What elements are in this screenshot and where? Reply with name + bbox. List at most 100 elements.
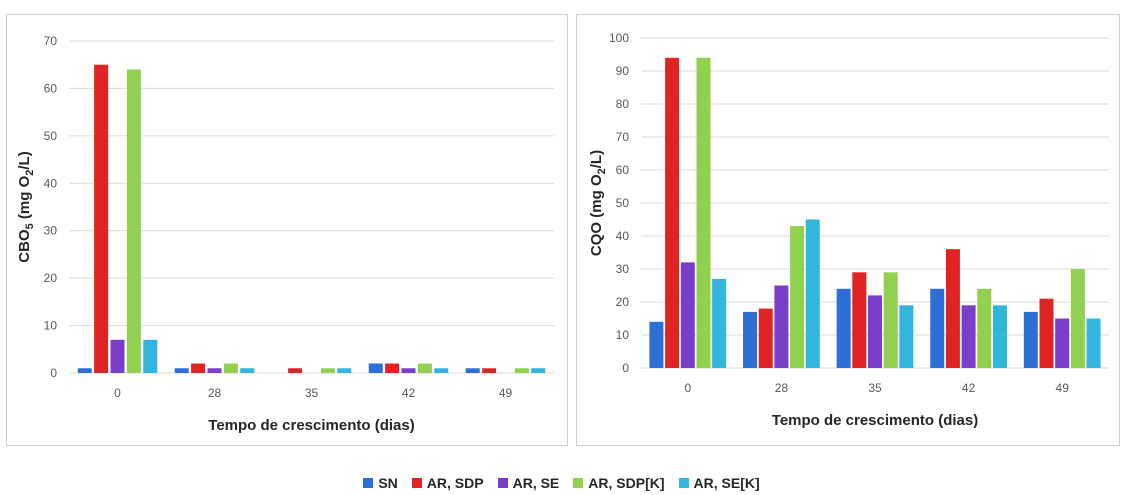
cbo5-x-tick-label: 28 (208, 386, 222, 400)
cqo-bar (680, 262, 695, 368)
cqo-bar (712, 278, 727, 368)
legend-label-sn: SN (378, 475, 398, 491)
cqo-y-ticks: 0 10 20 30 40 50 60 70 80 90 100 (609, 31, 629, 375)
cbo5-bar (368, 363, 383, 373)
cqo-x-ticks: 0 28 35 42 49 (684, 381, 1069, 395)
cqo-y-axis-title: CQO (mg O2/L) (588, 150, 608, 256)
cbo5-bar (143, 339, 158, 373)
cqo-bar (836, 288, 851, 368)
cqo-y-tick-label: 70 (616, 130, 630, 144)
cbo5-y-tick-label: 70 (44, 34, 58, 48)
legend-item-sn: SN (363, 475, 398, 491)
chart-legend: SN AR, SDP AR, SE AR, SDP[K] AR, SE[K] (0, 472, 1123, 494)
cqo-y-tick-label: 10 (616, 328, 630, 342)
cbo5-bar (531, 368, 546, 373)
legend-label-ar-sdp-k: AR, SDP[K] (588, 475, 665, 491)
cbo5-x-tick-label: 0 (114, 386, 121, 400)
cqo-bar (945, 249, 960, 368)
cqo-y-tick-label: 100 (609, 31, 629, 45)
cqo-x-tick-label: 0 (684, 381, 691, 395)
cbo5-x-tick-label: 35 (305, 386, 319, 400)
legend-swatch-ar-se-k (678, 478, 689, 488)
cbo5-bar (223, 363, 238, 373)
cqo-bar (774, 285, 789, 368)
cbo5-bar (482, 368, 497, 373)
cqo-bar-chart: 0 10 20 30 40 50 60 70 80 90 100 0 28 35 42 49 Tempo de … (588, 31, 1109, 429)
cbo5-bar (110, 339, 125, 373)
cbo5-x-ticks: 0 28 35 42 49 (114, 386, 512, 400)
cbo5-y-tick-label: 50 (44, 129, 58, 143)
cbo5-bar (320, 368, 335, 373)
cbo5-bar (401, 368, 416, 373)
cqo-bar (1086, 318, 1101, 368)
cqo-y-tick-label: 30 (616, 262, 630, 276)
cqo-y-tick-label: 20 (616, 295, 630, 309)
cbo5-bar (514, 368, 529, 373)
cqo-x-tick-label: 42 (962, 381, 976, 395)
cqo-bars (649, 57, 1101, 369)
cbo5-bar (174, 368, 189, 373)
cbo5-bar (337, 368, 352, 373)
cbo5-y-tick-label: 60 (44, 81, 58, 95)
cbo5-y-tick-label: 10 (44, 319, 58, 333)
cqo-bar (883, 272, 898, 368)
cqo-bar (1039, 298, 1054, 368)
legend-label-ar-se: AR, SE (512, 475, 560, 491)
cqo-bar (743, 311, 758, 368)
cbo5-bar (94, 64, 109, 373)
legend-swatch-ar-se (497, 478, 508, 488)
cqo-bar (868, 295, 882, 368)
chart-panel-cqo: 0 10 20 30 40 50 60 70 80 90 100 0 28 35 42 49 Tempo de … (576, 14, 1120, 446)
cbo5-bar (434, 368, 449, 373)
legend-label-ar-se-k: AR, SE[K] (693, 475, 760, 491)
cbo5-bar (288, 368, 303, 373)
cbo5-y-tick-label: 20 (44, 271, 58, 285)
cbo5-bar (207, 368, 222, 373)
cqo-bar (1055, 318, 1070, 368)
cqo-x-tick-label: 35 (868, 381, 882, 395)
cqo-bar (899, 305, 914, 368)
cqo-y-tick-label: 60 (616, 163, 630, 177)
legend-swatch-ar-sdp-k (573, 478, 584, 488)
legend-item-ar-se-k: AR, SE[K] (678, 475, 760, 491)
cbo5-bar (240, 368, 255, 373)
cbo5-bar (77, 368, 92, 373)
legend-swatch-sn (363, 478, 374, 488)
cbo5-bar-chart: 0 10 20 30 40 50 60 70 0 28 35 42 49 Tempo de crescim… (16, 34, 554, 434)
cqo-x-tick-label: 28 (775, 381, 789, 395)
cqo-bar (649, 321, 664, 368)
cqo-y-tick-label: 80 (616, 97, 630, 111)
cqo-bar (790, 226, 805, 368)
legend-item-ar-se: AR, SE (497, 475, 560, 491)
cqo-y-tick-label: 40 (616, 229, 630, 243)
cbo5-bar (126, 69, 141, 373)
cbo5-gridlines (69, 40, 554, 374)
cbo5-y-axis-title: CBO5 (mg O2/L) (16, 151, 36, 262)
cbo5-bars (77, 64, 546, 373)
cqo-bar (992, 305, 1007, 368)
cbo5-bar (465, 368, 480, 373)
cqo-bar (977, 288, 992, 368)
cqo-x-tick-label: 49 (1056, 381, 1070, 395)
legend-item-ar-sdp: AR, SDP (411, 475, 484, 491)
cqo-x-axis-title: Tempo de crescimento (dias) (772, 412, 978, 429)
cqo-bar (852, 272, 867, 368)
chart-panel-cbo5: 0 10 20 30 40 50 60 70 0 28 35 42 49 Tempo de crescim… (6, 14, 568, 446)
cbo5-y-tick-label: 0 (50, 366, 57, 380)
cqo-bar (1023, 311, 1038, 368)
cqo-y-tick-label: 0 (622, 361, 629, 375)
legend-label-ar-sdp: AR, SDP (426, 475, 484, 491)
cqo-y-tick-label: 50 (616, 196, 630, 210)
cqo-bar (1070, 269, 1085, 368)
cbo5-x-tick-label: 42 (402, 386, 416, 400)
cbo5-bar (385, 363, 400, 373)
cqo-bar (665, 57, 680, 369)
cbo5-y-ticks: 0 10 20 30 40 50 60 70 (44, 34, 58, 380)
cbo5-bar (191, 363, 206, 373)
cbo5-bar (417, 363, 432, 373)
cqo-bar (696, 57, 711, 369)
legend-item-ar-sdp-k: AR, SDP[K] (573, 475, 665, 491)
cqo-bar (805, 219, 820, 368)
cbo5-y-tick-label: 30 (44, 224, 58, 238)
legend-swatch-ar-sdp (411, 478, 422, 488)
